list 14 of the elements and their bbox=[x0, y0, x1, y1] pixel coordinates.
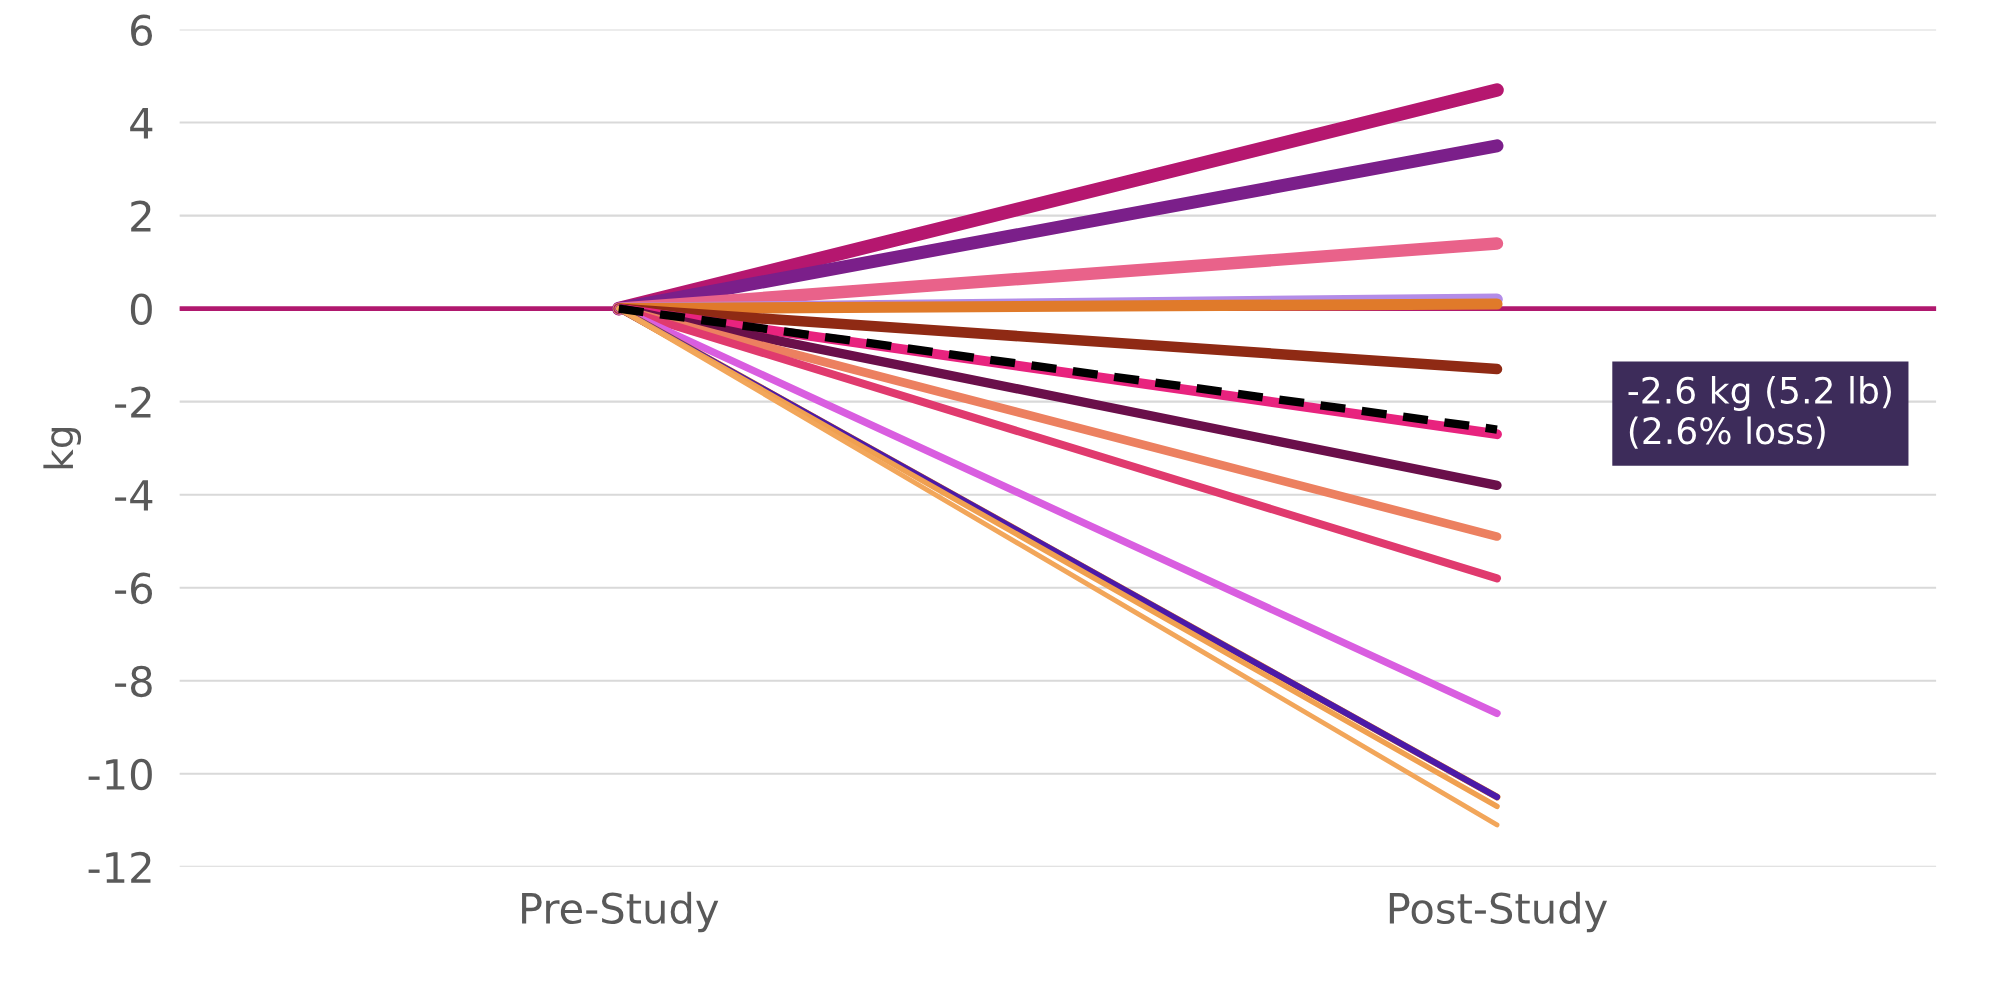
y-tick-label: 6 bbox=[131, 14, 153, 46]
y-tick-label: 0 bbox=[130, 293, 152, 326]
y-tick-label: -4 bbox=[115, 480, 153, 511]
y-tick-label: -6 bbox=[115, 572, 153, 605]
y-tick-label: -2 bbox=[115, 386, 151, 418]
x-tick-label: Post-Study bbox=[1389, 891, 1608, 933]
y-tick-label: -8 bbox=[115, 665, 152, 698]
y-tick-label: 2 bbox=[131, 200, 151, 232]
y-tick-label: -10 bbox=[88, 758, 152, 791]
y-axis-title: kg bbox=[43, 428, 82, 469]
y-tick-label: 4 bbox=[130, 108, 153, 139]
x-tick-label: Pre-Study bbox=[522, 891, 719, 933]
annotation: -2.6 kg (5.2 lb) (2.6% loss) bbox=[1628, 376, 1891, 449]
y-tick-label: -12 bbox=[88, 851, 151, 883]
